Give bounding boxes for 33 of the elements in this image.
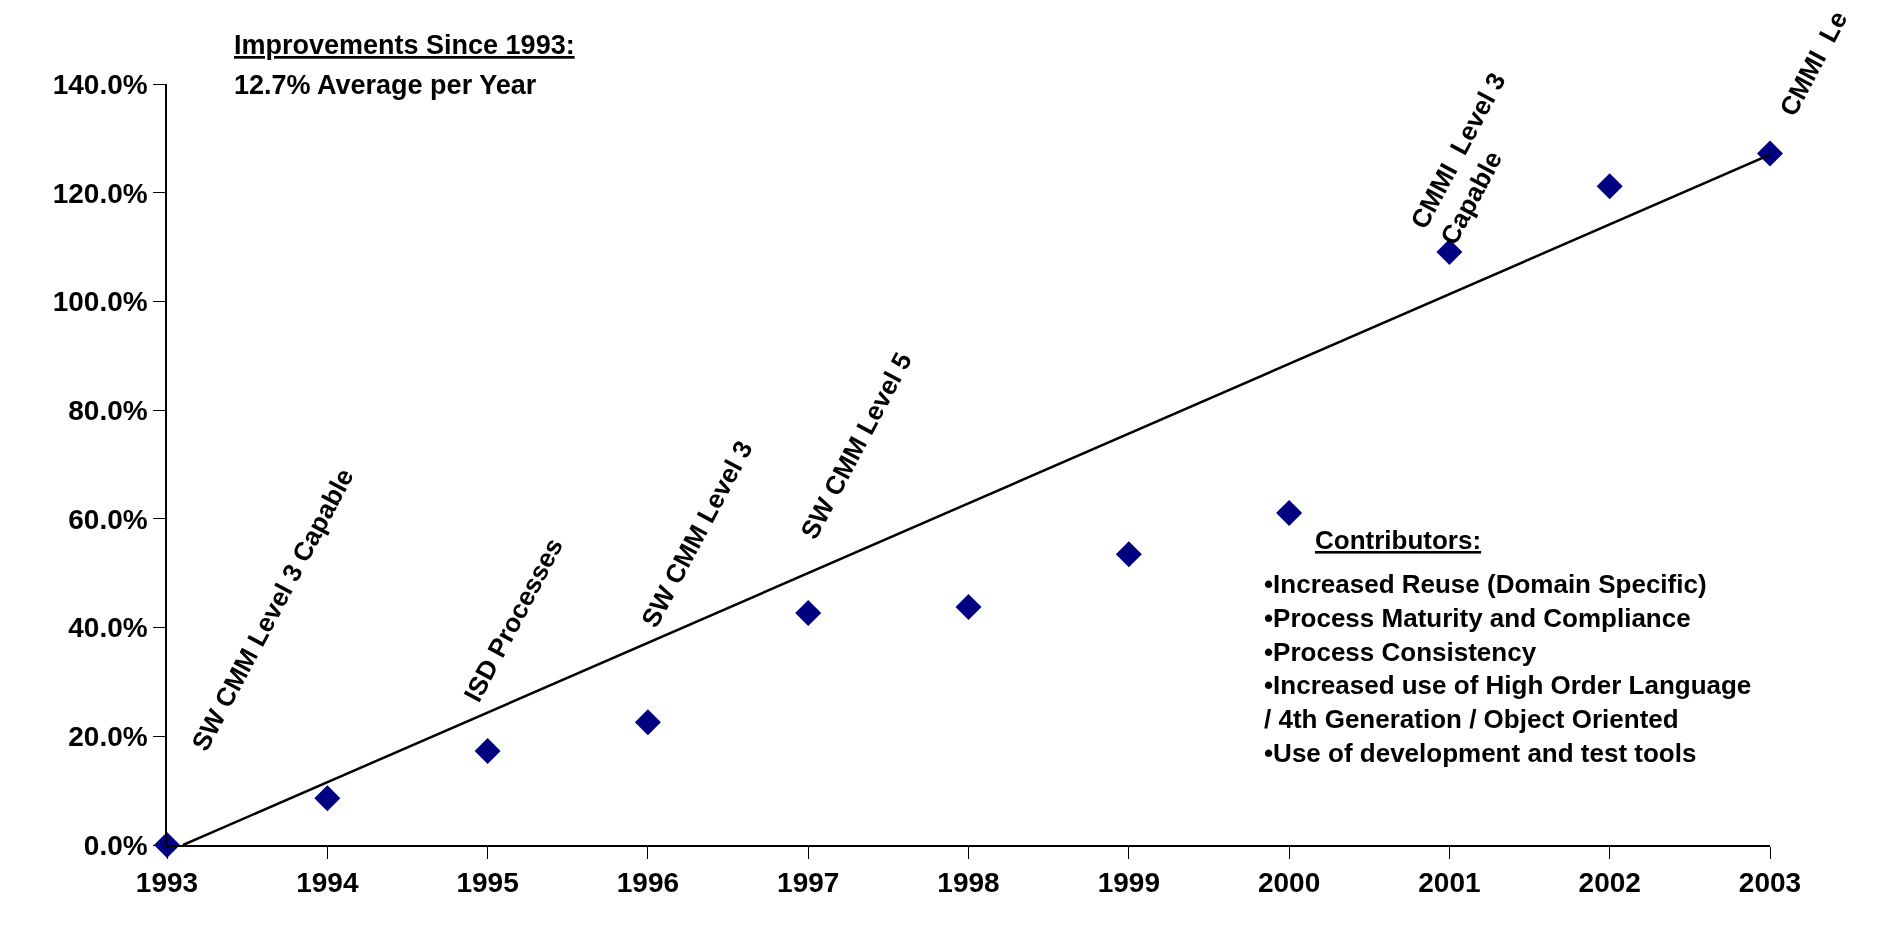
- x-tick-label: 1999: [1097, 867, 1160, 899]
- chart-title: Improvements Since 1993:: [234, 30, 575, 60]
- y-tick-label: 20.0%: [68, 721, 148, 753]
- point: [314, 785, 341, 812]
- x-tick-label: 1993: [135, 867, 199, 899]
- point: [634, 709, 661, 736]
- point: [795, 599, 822, 626]
- y-tick-label: 60.0%: [68, 503, 148, 535]
- annotation: •Increased Reuse (Domain Specific) •Process Maturity and Compliance •Process Consistency •Increased use of High Order Language / 4th Generation / Object Oriented •Use of development and test tools: [1264, 569, 1752, 768]
- y-tick-label: 0.0%: [83, 829, 148, 861]
- point: [1115, 541, 1142, 568]
- x-tick-label: 1994: [296, 867, 359, 899]
- x-tick-label: 2000: [1257, 867, 1321, 899]
- x-tick-label: 2001: [1418, 867, 1481, 899]
- point: [955, 593, 982, 620]
- x-tick-label: 1998: [937, 867, 1000, 899]
- y-tick-label: 80.0%: [68, 394, 148, 426]
- y-tick-label: 140.0%: [52, 68, 148, 100]
- x-tick-label: 1996: [616, 867, 680, 899]
- y-tick-label: 120.0%: [52, 177, 148, 209]
- x-tick-label: 1997: [777, 867, 840, 899]
- chart-subtitle: 12.7% Average per Year: [234, 70, 537, 100]
- x-tick-label: 2003: [1738, 867, 1802, 899]
- y-tick-label: 100.0%: [52, 286, 148, 318]
- point: [1757, 140, 1783, 167]
- text: CMMI Le: [1773, 6, 1854, 121]
- annotation: Contributors:: [1315, 525, 1482, 555]
- x-tick-label: 1995: [456, 867, 519, 899]
- x-tick-label: 2002: [1578, 867, 1641, 899]
- y-tick-label: 40.0%: [68, 612, 148, 644]
- point: [1276, 499, 1303, 526]
- point: [474, 737, 501, 764]
- point: [1596, 173, 1623, 200]
